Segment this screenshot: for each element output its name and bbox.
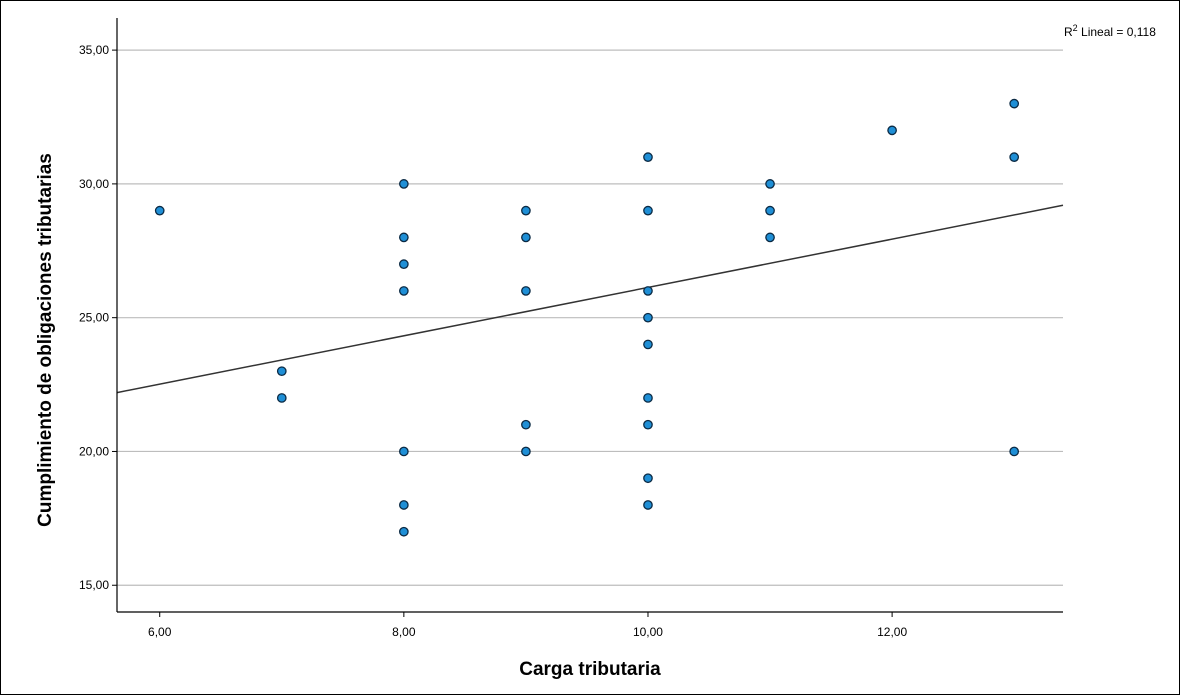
y-tick-label: 30,00 [79, 177, 109, 191]
regression-line [116, 204, 1064, 394]
data-point [765, 232, 775, 243]
y-tick-label: 25,00 [79, 311, 109, 325]
x-tick-label: 10,00 [633, 625, 663, 639]
y-tick-label: 15,00 [79, 578, 109, 592]
axes [116, 18, 1063, 613]
data-point [1009, 152, 1020, 162]
x-axis-title: Carga tributaria [519, 659, 661, 680]
data-point [399, 526, 409, 537]
x-tick-label: 8,00 [392, 625, 416, 639]
data-point [1009, 446, 1020, 457]
data-point [643, 393, 653, 403]
data-point [643, 419, 653, 430]
x-tick-label: 6,00 [148, 625, 172, 639]
y-tick-labels: 15,00 20,00 25,00 30,00 35,00 [79, 43, 117, 592]
data-point [276, 393, 287, 403]
data-point [643, 205, 653, 216]
y-axis-title: Cumplimiento de obligaciones tributarias [35, 153, 56, 527]
fit-line-layer [116, 204, 1064, 394]
data-point [399, 232, 409, 243]
data-point [1009, 98, 1020, 109]
data-point [521, 446, 531, 457]
data-point [643, 500, 653, 510]
x-tick-labels: 6,00 8,00 10,00 12,00 [148, 612, 907, 639]
data-point [643, 286, 653, 296]
y-tick-label: 35,00 [79, 43, 109, 57]
data-point [643, 312, 653, 323]
data-point [765, 179, 775, 189]
data-point [399, 446, 409, 457]
data-point [399, 179, 409, 189]
r-squared-annotation: R2 Lineal = 0,118 [1064, 23, 1156, 39]
x-tick-label: 12,00 [877, 625, 907, 639]
data-point [521, 205, 531, 216]
data-points [154, 98, 1020, 537]
data-point [643, 339, 653, 350]
data-point [399, 500, 409, 510]
data-point [521, 419, 531, 430]
y-tick-label: 20,00 [79, 444, 109, 458]
data-point [399, 286, 409, 296]
data-point [643, 152, 653, 162]
data-point [154, 205, 165, 216]
data-point [521, 286, 531, 296]
data-point [399, 259, 409, 270]
data-point [643, 473, 653, 484]
data-point [765, 205, 775, 216]
data-point [887, 125, 897, 136]
data-point [521, 232, 531, 243]
grid-lines [117, 49, 1063, 586]
data-point [276, 366, 287, 377]
